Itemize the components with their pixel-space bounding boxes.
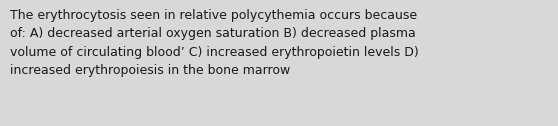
Text: The erythrocytosis seen in relative polycythemia occurs because
of: A) decreased: The erythrocytosis seen in relative poly…: [10, 9, 419, 77]
